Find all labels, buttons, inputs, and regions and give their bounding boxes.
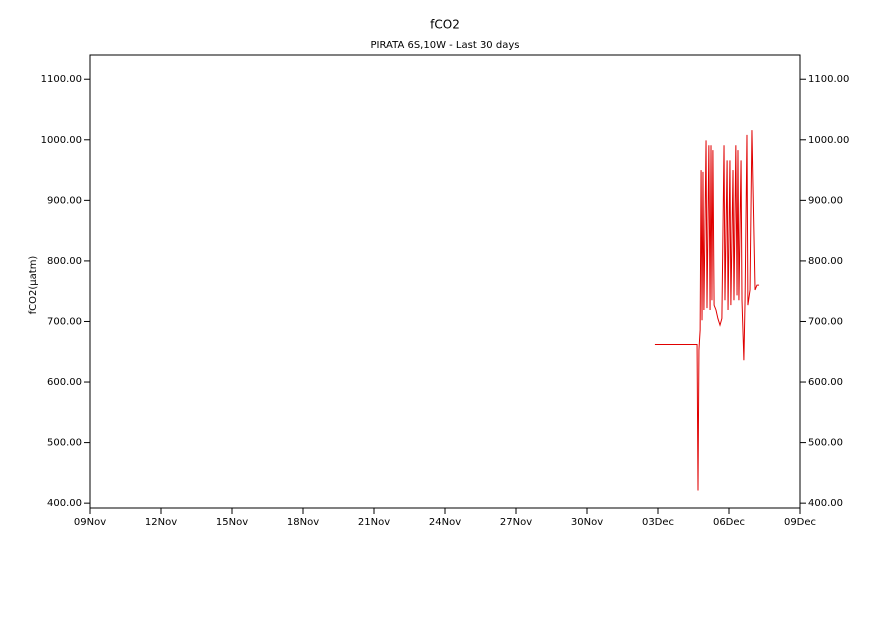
- x-tick-label: 30Nov: [571, 517, 603, 528]
- y-tick-label-right: 900.00: [808, 195, 843, 206]
- y-tick-label: 600.00: [47, 377, 82, 388]
- y-tick-label-right: 800.00: [808, 256, 843, 267]
- y-tick-label-right: 1000.00: [808, 135, 849, 146]
- x-tick-label: 18Nov: [287, 517, 319, 528]
- y-tick-label-right: 400.00: [808, 498, 843, 509]
- y-tick-label: 400.00: [47, 498, 82, 509]
- x-tick-label: 24Nov: [429, 517, 461, 528]
- y-tick-label-right: 700.00: [808, 316, 843, 327]
- chart-subtitle: PIRATA 6S,10W - Last 30 days: [371, 40, 520, 51]
- x-tick-label: 12Nov: [145, 517, 177, 528]
- x-tick-label: 09Nov: [74, 517, 106, 528]
- y-tick-label-right: 500.00: [808, 438, 843, 449]
- y-tick-label: 900.00: [47, 195, 82, 206]
- x-tick-label: 27Nov: [500, 517, 532, 528]
- y-tick-label: 800.00: [47, 256, 82, 267]
- x-tick-label: 21Nov: [358, 517, 390, 528]
- y-tick-label: 1000.00: [41, 135, 82, 146]
- y-tick-label-right: 600.00: [808, 377, 843, 388]
- x-tick-label: 03Dec: [642, 517, 674, 528]
- plot-frame: [89, 54, 801, 509]
- data-line: [654, 130, 760, 491]
- y-tick-label: 700.00: [47, 316, 82, 327]
- y-tick-label-right: 1100.00: [808, 74, 849, 85]
- x-tick-label: 06Dec: [713, 517, 745, 528]
- y-axis-label: fCO2(μatm): [28, 256, 39, 315]
- chart-title: fCO2: [430, 18, 460, 32]
- x-tick-label: 15Nov: [216, 517, 248, 528]
- y-tick-label: 1100.00: [41, 74, 82, 85]
- x-tick-label: 09Dec: [784, 517, 816, 528]
- y-tick-label: 500.00: [47, 438, 82, 449]
